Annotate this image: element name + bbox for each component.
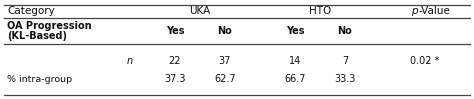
Text: Category: Category	[7, 7, 55, 17]
Text: 33.3: 33.3	[334, 74, 356, 84]
Text: No: No	[218, 26, 232, 36]
Text: Yes: Yes	[166, 26, 184, 36]
Text: 37.3: 37.3	[164, 74, 186, 84]
Text: -Value: -Value	[419, 7, 451, 17]
Text: 66.7: 66.7	[284, 74, 306, 84]
Text: 22: 22	[169, 56, 181, 66]
Text: Yes: Yes	[286, 26, 304, 36]
Text: HTO: HTO	[309, 7, 331, 17]
Text: 62.7: 62.7	[214, 74, 236, 84]
Text: OA Progression: OA Progression	[7, 21, 91, 31]
Text: 37: 37	[219, 56, 231, 66]
Text: UKA: UKA	[190, 7, 210, 17]
Text: $p$: $p$	[411, 6, 419, 18]
Text: 7: 7	[342, 56, 348, 66]
Text: 0.02 *: 0.02 *	[410, 56, 440, 66]
Text: (KL-Based): (KL-Based)	[7, 31, 67, 41]
Text: 14: 14	[289, 56, 301, 66]
Text: % intra-group: % intra-group	[7, 75, 72, 83]
Text: No: No	[337, 26, 352, 36]
Text: $n$: $n$	[126, 56, 134, 66]
